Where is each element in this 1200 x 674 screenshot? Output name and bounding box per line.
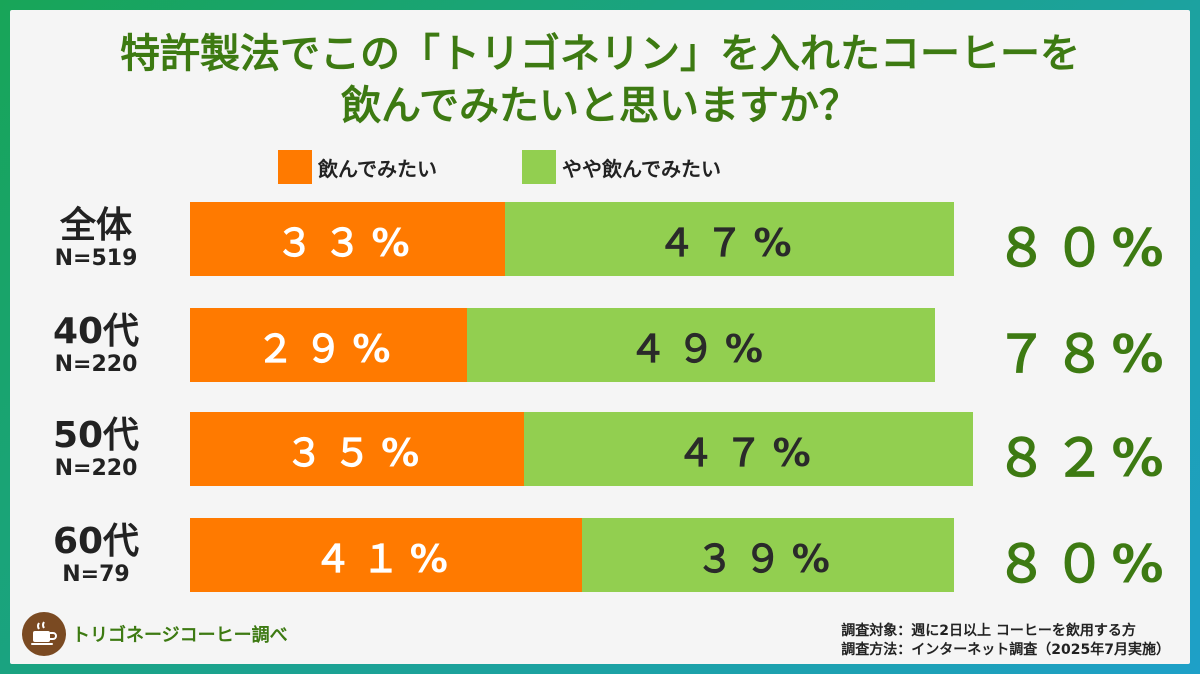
coffee-cup-icon: [22, 612, 66, 656]
bar-somewhat: ４９%: [466, 308, 935, 382]
row-label-0: 全体 N=519: [16, 206, 176, 272]
legend-label-somewhat: やや飲んでみたい: [562, 156, 721, 181]
legend-label-want: 飲んでみたい: [318, 156, 437, 181]
bar-value-label: ２９%: [256, 326, 401, 371]
sample-size-label: N=220: [54, 456, 138, 481]
bar-want: ２９%: [190, 308, 467, 382]
bar-want: ４１%: [190, 518, 582, 592]
chart-card: 特許製法でこの「トリゴネリン」を入れたコーヒーを 飲んでみたいと思いますか？ 飲…: [10, 10, 1190, 664]
legend-item-want: 飲んでみたい: [278, 148, 437, 186]
legend-swatch-green: [522, 150, 556, 184]
bar-somewhat: ４７%: [524, 412, 974, 486]
bar-somewhat: ４７%: [505, 202, 954, 276]
brand: トリゴネージコーヒー調べ: [22, 612, 288, 656]
total-label: ８０%: [995, 219, 1170, 279]
title-line-1: 特許製法でこの「トリゴネリン」を入れたコーヒーを: [120, 31, 1080, 77]
legend-swatch-orange: [278, 150, 312, 184]
bar-value-label: ４７%: [657, 220, 802, 265]
survey-target: 調査対象：週に2日以上 コーヒーを飲用する方: [841, 623, 1136, 639]
bar-value-label: ３５%: [285, 430, 430, 475]
sample-size-label: N=519: [54, 246, 138, 271]
bar-want: ３３%: [190, 202, 506, 276]
sample-size-label: N=220: [54, 352, 138, 377]
title-line-2: 飲んでみたいと思いますか？: [341, 83, 859, 129]
bar-value-label: ３９%: [695, 536, 840, 581]
group-label: 40代: [52, 311, 140, 352]
total-label: ８２%: [995, 429, 1170, 489]
row-label-1: 40代 N=220: [16, 312, 176, 378]
survey-notes: 調査対象：週に2日以上 コーヒーを飲用する方 調査方法：インターネット調査（20…: [841, 622, 1170, 660]
bar-want: ３５%: [190, 412, 525, 486]
brand-name: トリゴネージコーヒー調べ: [72, 625, 288, 646]
row-label-3: 60代 N=79: [16, 522, 176, 588]
group-label: 60代: [52, 521, 140, 562]
bar-value-label: ４９%: [628, 326, 773, 371]
group-label: 全体: [59, 205, 132, 246]
bar-value-label: ４７%: [676, 430, 821, 475]
legend-item-somewhat: やや飲んでみたい: [522, 148, 721, 186]
total-label: ７８%: [995, 325, 1170, 385]
group-label: 50代: [52, 415, 140, 456]
survey-method: 調査方法：インターネット調査（2025年7月実施）: [841, 642, 1170, 658]
row-label-2: 50代 N=220: [16, 416, 176, 482]
bar-value-label: ３３%: [275, 220, 420, 265]
bar-somewhat: ３９%: [581, 518, 954, 592]
sample-size-label: N=79: [62, 562, 130, 587]
total-label: ８０%: [995, 535, 1170, 595]
bar-value-label: ４１%: [313, 536, 458, 581]
chart-title: 特許製法でこの「トリゴネリン」を入れたコーヒーを 飲んでみたいと思いますか？: [10, 28, 1190, 132]
